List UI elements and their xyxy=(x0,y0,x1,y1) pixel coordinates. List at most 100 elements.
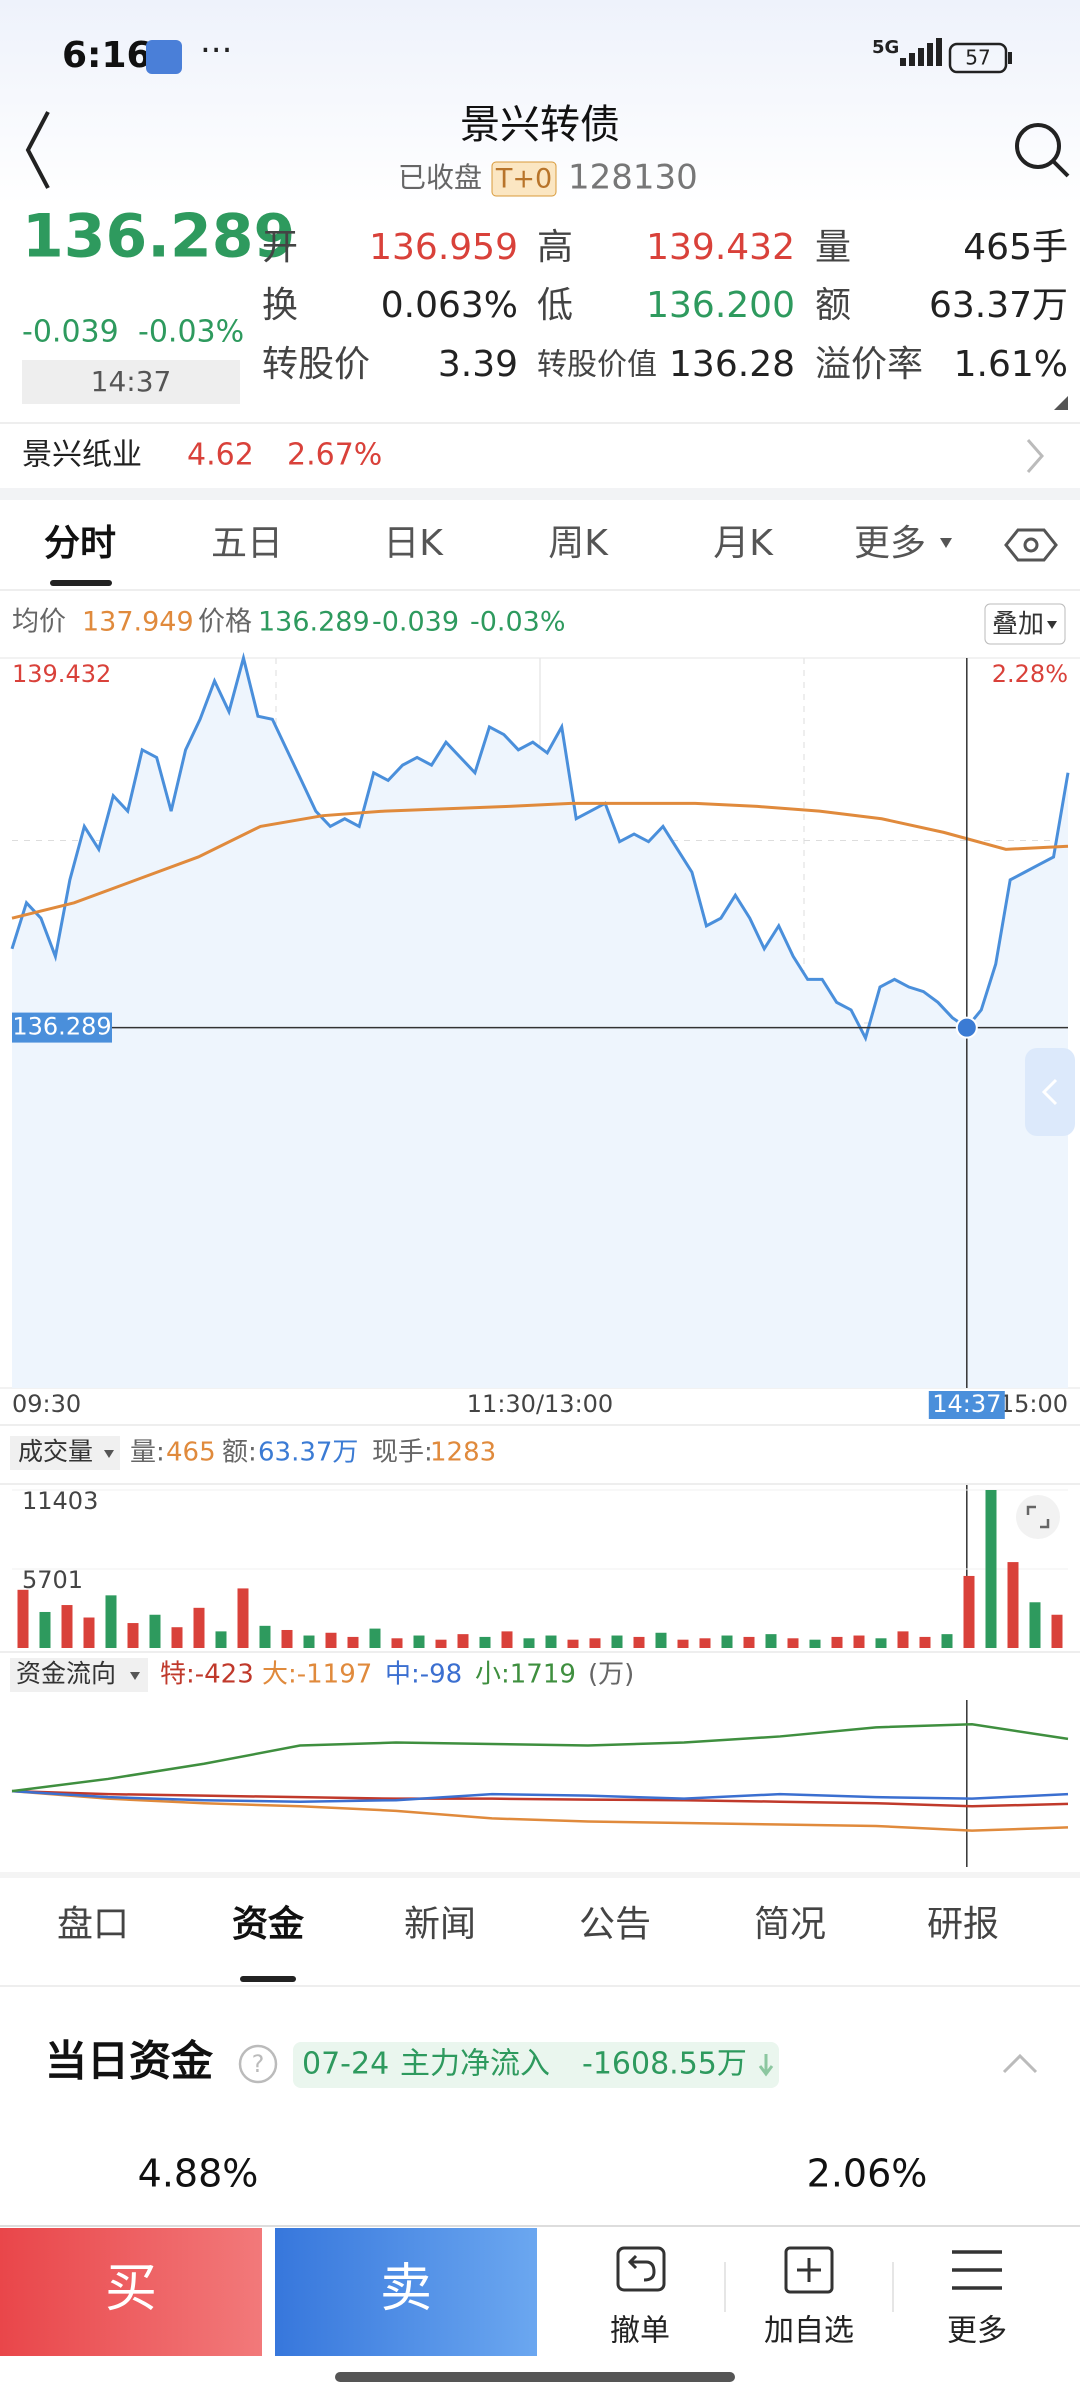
x-tick-label: 11:30/13:00 xyxy=(467,1390,613,1418)
flow-line xyxy=(11,1723,1069,1793)
volume-bar xyxy=(567,1639,579,1648)
period-tab[interactable]: 月K xyxy=(713,523,774,564)
fund-amount: -1608.55万 xyxy=(582,2047,747,2082)
period-tab[interactable]: 日K xyxy=(383,523,444,564)
volume-bar xyxy=(1007,1562,1019,1648)
field-label: 高 xyxy=(537,227,573,268)
sell-button[interactable] xyxy=(275,2228,537,2356)
related-chevron xyxy=(1026,439,1044,473)
price-value: 136.289 xyxy=(258,607,370,638)
tool-label[interactable]: 更多 xyxy=(947,2314,1007,2349)
volume-bar xyxy=(369,1628,381,1648)
volume-bar xyxy=(347,1636,359,1648)
collapse-chevron[interactable] xyxy=(1002,2053,1038,2074)
y2-tick-label: 2.28% xyxy=(992,660,1068,688)
expand-icon xyxy=(1026,1505,1050,1529)
volume-bar xyxy=(1029,1602,1041,1648)
volume-bar xyxy=(479,1636,491,1648)
volume-bar xyxy=(171,1627,183,1648)
gray-band xyxy=(0,488,1080,500)
price-line xyxy=(10,652,1070,1043)
field-label: 溢价率 xyxy=(815,344,923,385)
expand-button[interactable] xyxy=(1016,1495,1060,1539)
cancel-icon[interactable] xyxy=(616,2246,666,2292)
volume-bar xyxy=(39,1611,51,1648)
avg-line xyxy=(11,801,1069,920)
period-tab[interactable]: 更多 xyxy=(854,523,926,564)
related-name[interactable]: 景兴纸业 xyxy=(22,438,142,473)
volume-bar xyxy=(743,1636,755,1648)
field-value: 136.959 xyxy=(369,227,518,268)
field-value: 3.39 xyxy=(438,344,518,385)
volume-bar xyxy=(303,1635,315,1648)
detail-tab[interactable]: 资金 xyxy=(232,1903,305,1945)
amt-label: 额: xyxy=(222,1438,257,1468)
period-tab[interactable]: 分时 xyxy=(44,523,116,564)
fund-right-pct: 2.06% xyxy=(807,2152,928,2196)
y-tick-label: 139.432 xyxy=(12,660,111,688)
change-pct-value: -0.03% xyxy=(470,607,566,638)
volume-bar xyxy=(457,1634,469,1648)
y-tick-label: 5701 xyxy=(22,1566,83,1594)
help-mark: ? xyxy=(252,2050,265,2078)
back-button[interactable] xyxy=(25,111,50,189)
volume-bar xyxy=(809,1639,821,1648)
x-tick-label: 09:30 xyxy=(12,1390,81,1418)
side-tab[interactable] xyxy=(1025,1048,1075,1136)
more-arrow xyxy=(940,538,952,548)
signal-bar xyxy=(927,43,933,66)
search-icon[interactable] xyxy=(1015,123,1061,169)
overlay-arrow xyxy=(1047,621,1057,629)
flow-legend: 中:-98 xyxy=(385,1660,462,1690)
flow-line xyxy=(11,1789,1069,1832)
selector-box[interactable] xyxy=(10,1436,120,1470)
detail-tab[interactable]: 简况 xyxy=(754,1904,826,1945)
field-label: 换 xyxy=(262,285,298,326)
volume-bar xyxy=(963,1575,975,1648)
settings-icon[interactable] xyxy=(1004,528,1058,562)
settings-dot xyxy=(1023,537,1039,553)
buy-button[interactable] xyxy=(0,2228,262,2356)
period-tab[interactable]: 周K xyxy=(548,523,609,564)
detail-tab[interactable]: 公告 xyxy=(579,1904,651,1945)
volume-bar xyxy=(105,1595,117,1648)
tool-label[interactable]: 加自选 xyxy=(764,2314,854,2349)
field-label: 低 xyxy=(537,285,573,326)
flow-legend: 特:-423 xyxy=(160,1660,254,1690)
vol-value: 465 xyxy=(166,1438,216,1468)
network: 5G xyxy=(872,37,899,58)
volume-selector: 成交量 xyxy=(18,1437,93,1466)
x-tick-label: 15:00 xyxy=(999,1390,1068,1418)
more-dots: ··· xyxy=(200,31,232,71)
cursor-time: 14:37 xyxy=(932,1390,1001,1418)
detail-tab[interactable]: 盘口 xyxy=(57,1904,129,1945)
signal-bar xyxy=(900,58,906,66)
volume-bar xyxy=(237,1588,249,1648)
overlay-box[interactable] xyxy=(984,603,1066,645)
watch-icon[interactable] xyxy=(784,2246,834,2294)
field-value: 136.28 xyxy=(669,344,795,385)
hand-value: 1283 xyxy=(430,1438,496,1468)
fund-title: 当日资金 xyxy=(45,2037,214,2086)
volume-bar xyxy=(61,1605,73,1648)
cursor-price-box xyxy=(12,1012,112,1043)
status: 已收盘 xyxy=(398,161,482,194)
code: 128130 xyxy=(568,158,698,198)
period-tab[interactable]: 五日 xyxy=(211,523,283,564)
change-pct: -0.03% xyxy=(138,315,244,350)
title: 景兴转债 xyxy=(460,102,620,148)
tool-label[interactable]: 撤单 xyxy=(610,2314,670,2349)
field-value: 136.200 xyxy=(646,285,795,326)
price-area xyxy=(12,658,1068,1388)
related-price: 4.62 xyxy=(187,438,254,473)
fund-metric: 主力净流入 xyxy=(400,2047,550,2082)
field-label: 量 xyxy=(815,227,851,268)
volume-bar xyxy=(721,1635,733,1648)
help-icon[interactable] xyxy=(238,2044,278,2084)
field-value: 139.432 xyxy=(646,227,795,268)
detail-tab[interactable]: 新闻 xyxy=(404,1904,476,1945)
flow-selector: 资金流向 xyxy=(16,1659,116,1688)
detail-tab[interactable]: 研报 xyxy=(927,1904,999,1945)
flow-line xyxy=(11,1789,1069,1803)
selector-box[interactable] xyxy=(10,1658,148,1692)
